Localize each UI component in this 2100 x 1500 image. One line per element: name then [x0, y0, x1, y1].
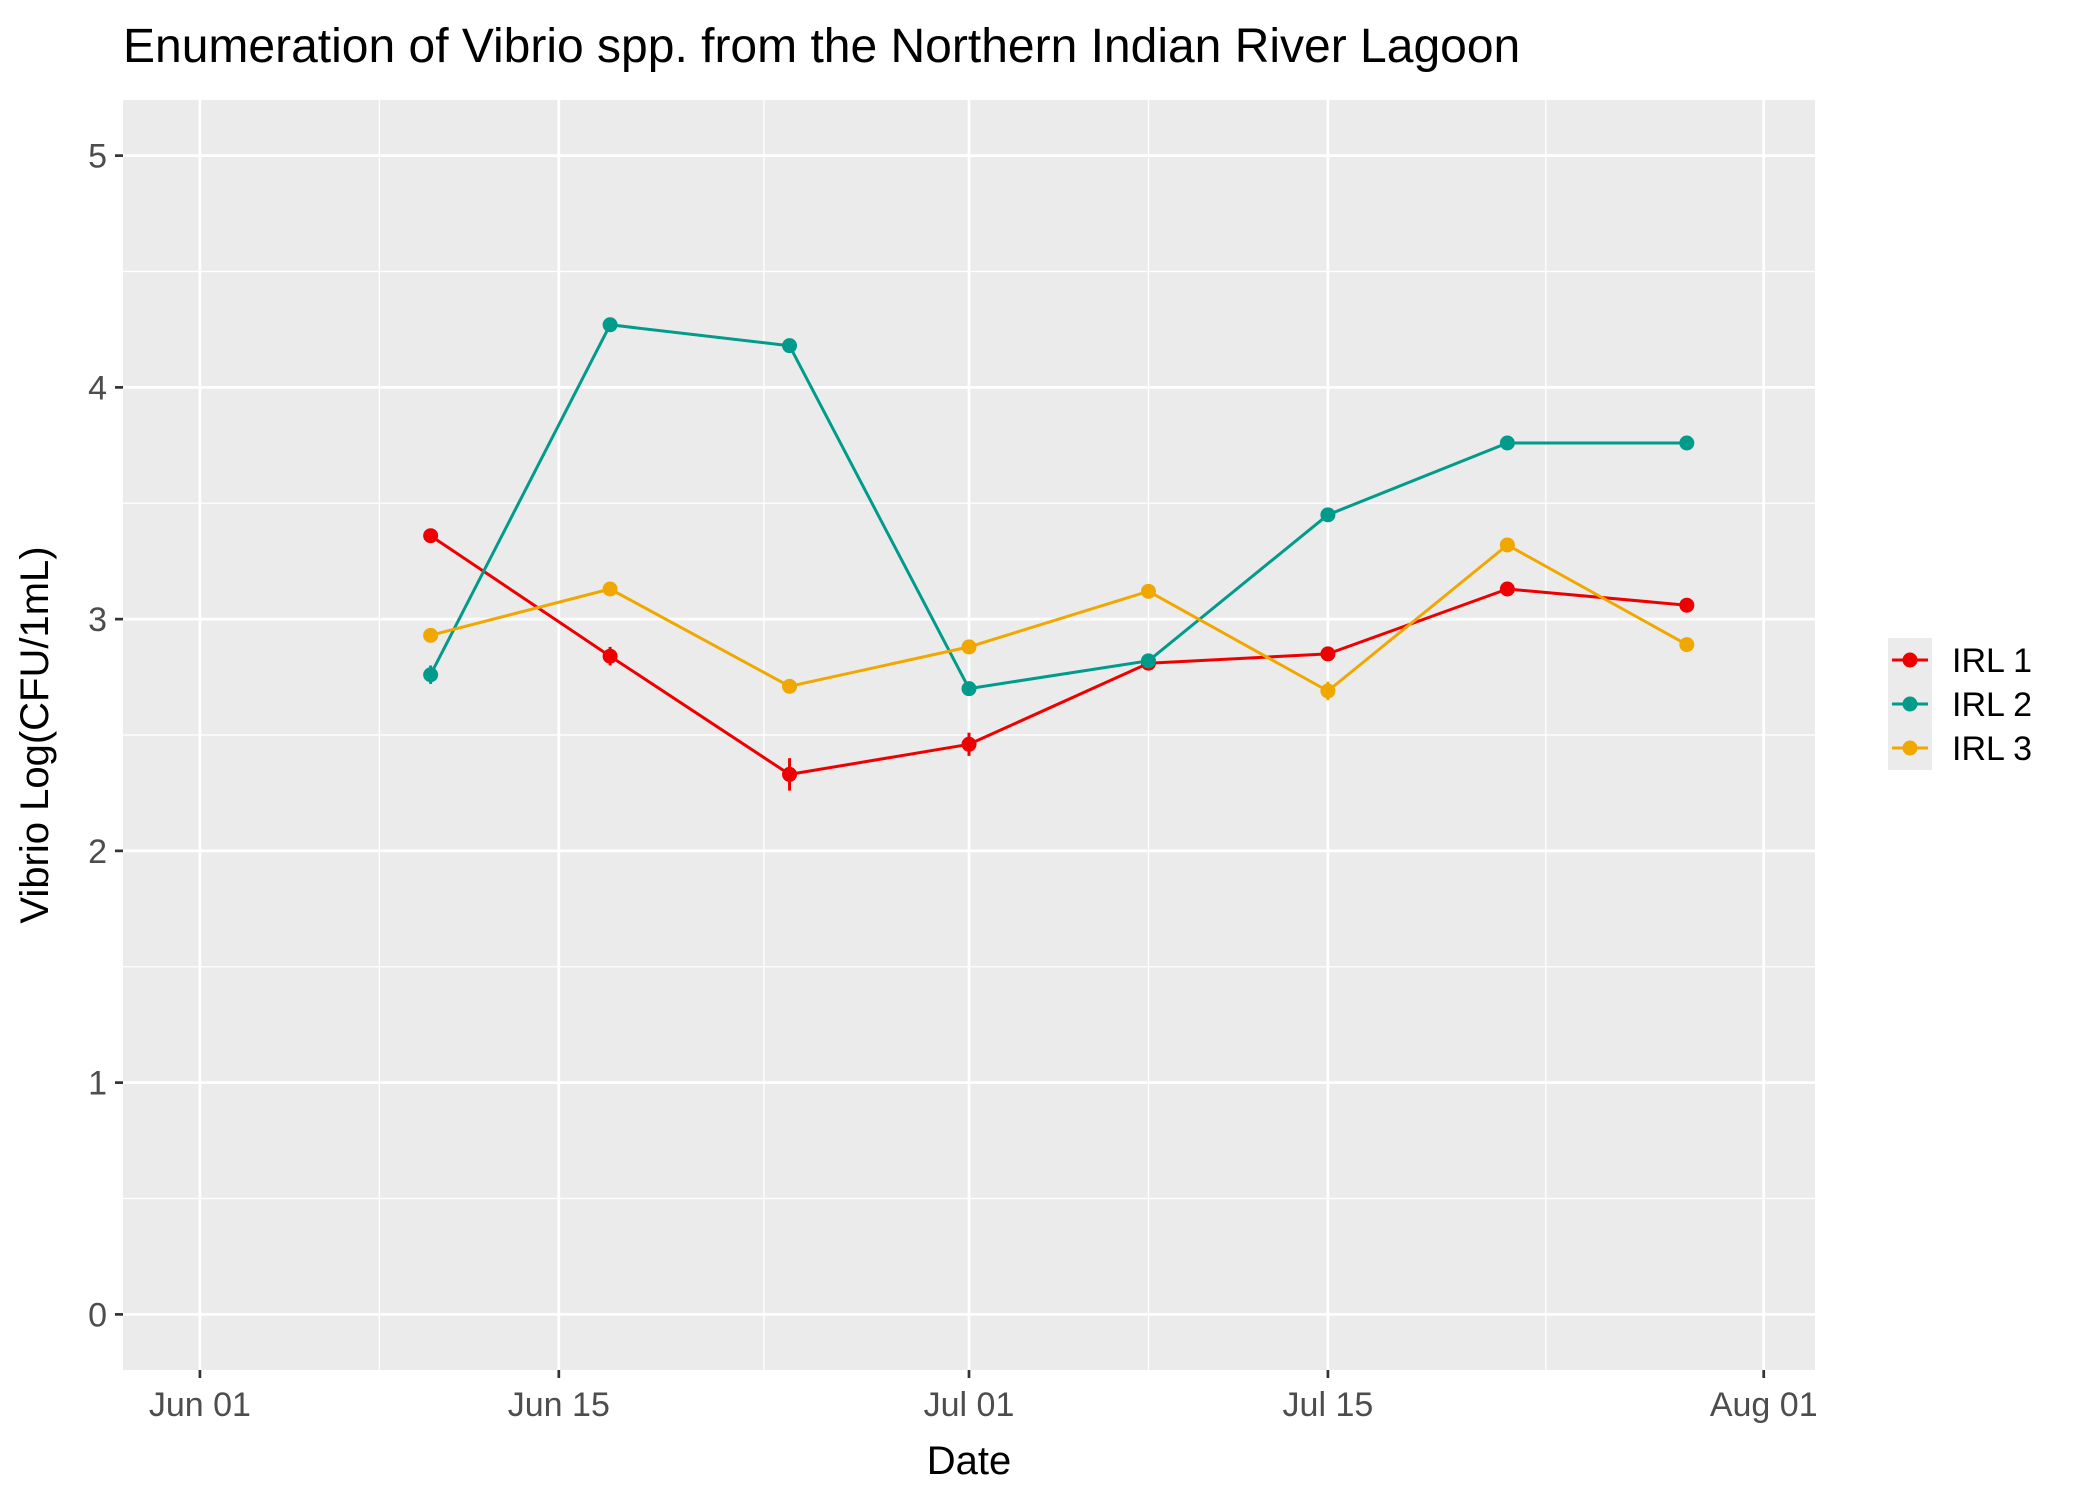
y-axis-title: Vibrio Log(CFU/1mL)	[13, 546, 57, 923]
y-tick-label: 2	[88, 833, 107, 871]
data-point	[423, 667, 439, 683]
y-tick-label: 0	[88, 1296, 107, 1334]
legend-key-point	[1902, 696, 1918, 712]
data-point	[961, 681, 977, 697]
legend-label-irl-2: IRL 2	[1952, 686, 2032, 724]
data-point	[1320, 507, 1336, 523]
data-point	[782, 766, 798, 782]
series-layer	[423, 317, 1695, 791]
legend-label-irl-1: IRL 1	[1952, 642, 2032, 680]
data-point	[602, 648, 618, 664]
series-line-irl-3	[430, 543, 1688, 693]
data-point	[423, 627, 439, 643]
x-tick-label: Aug 01	[1710, 1386, 1818, 1424]
legend-key-point	[1902, 652, 1918, 668]
data-point	[1499, 435, 1515, 451]
series-line-irl-2	[429, 323, 1687, 691]
data-point	[1140, 583, 1156, 599]
grid-major	[123, 100, 1815, 1370]
data-point	[1320, 646, 1336, 662]
data-point	[961, 639, 977, 655]
y-tick-label: 1	[88, 1065, 107, 1103]
data-point	[961, 736, 977, 752]
data-point	[1499, 581, 1515, 597]
y-axis: 0 1 2 3 4 5	[88, 138, 123, 1334]
y-tick-label: 5	[88, 138, 107, 176]
data-point	[1320, 683, 1336, 699]
legend-label-irl-3: IRL 3	[1952, 730, 2032, 768]
series-line-irl-1	[429, 534, 1687, 776]
data-point	[423, 528, 439, 544]
legend: IRL 1 IRL 2 IRL 3	[1888, 638, 2032, 770]
y-tick-label: 4	[88, 369, 107, 407]
x-tick-label: Jul 15	[1283, 1386, 1374, 1424]
x-axis-title: Date	[927, 1439, 1012, 1483]
data-point	[782, 338, 798, 354]
data-point	[602, 581, 618, 597]
data-point	[1679, 435, 1695, 451]
data-point	[1679, 637, 1695, 653]
data-point	[1679, 597, 1695, 613]
chart-title: Enumeration of Vibrio spp. from the Nort…	[123, 20, 1520, 73]
x-axis: Jun 01 Jun 15 Jul 01 Jul 15 Aug 01	[149, 1370, 1818, 1424]
data-point	[602, 317, 618, 333]
data-point	[1140, 653, 1156, 669]
x-tick-label: Jun 01	[149, 1386, 251, 1424]
y-tick-label: 3	[88, 601, 107, 639]
x-tick-label: Jul 01	[924, 1386, 1015, 1424]
data-point	[1499, 537, 1515, 553]
x-tick-label: Jun 15	[508, 1386, 610, 1424]
data-point	[782, 678, 798, 694]
legend-key-point	[1902, 740, 1918, 756]
